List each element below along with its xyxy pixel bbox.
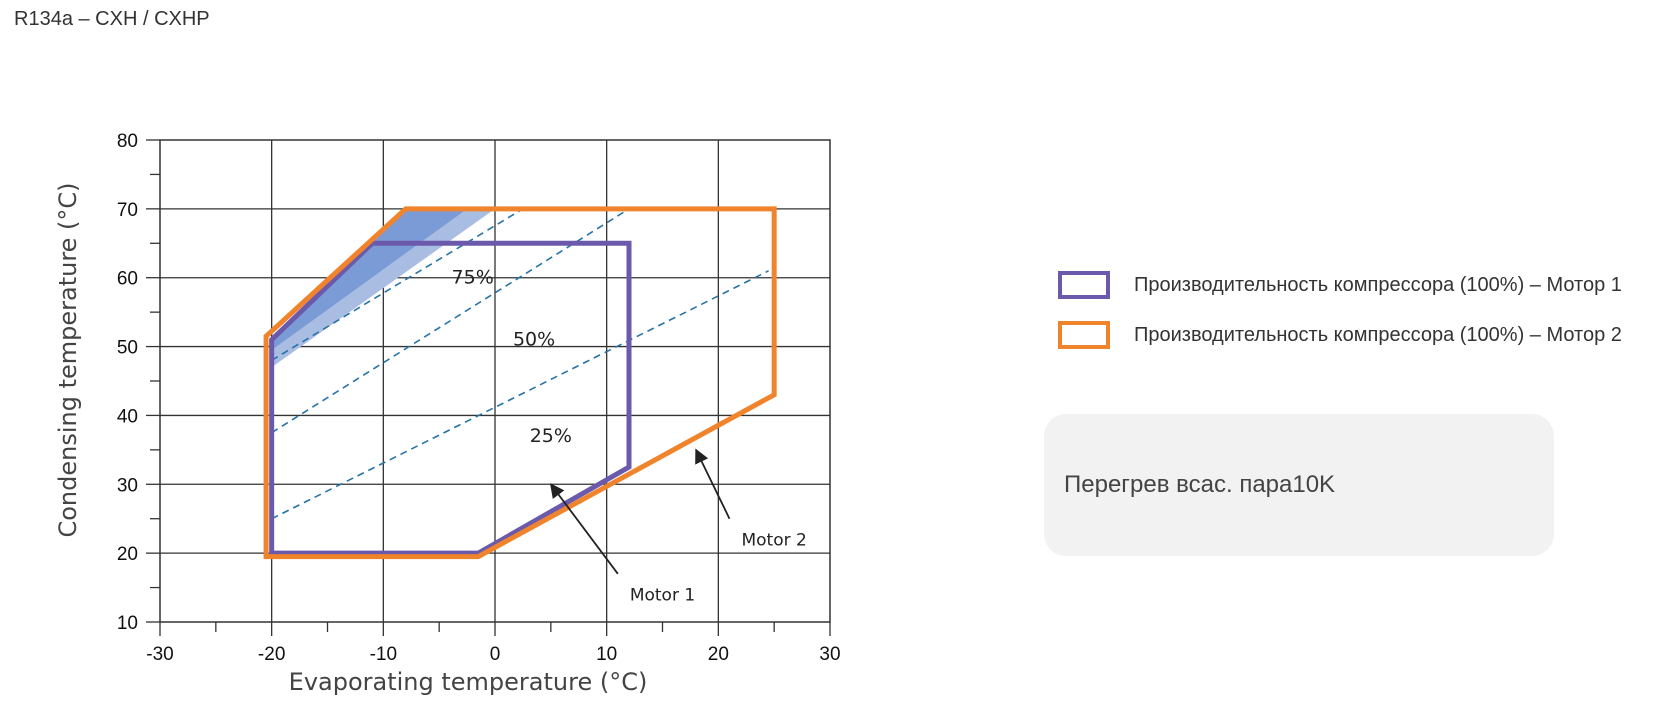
capacity-line-1 — [271, 208, 524, 362]
superheat-note: Перегрев всас. пара10K — [1044, 414, 1554, 556]
y-tick-label: 60 — [117, 269, 138, 290]
x-axis-title: Evaporating temperature (°C) — [289, 668, 648, 696]
x-tick-label: 30 — [819, 644, 840, 665]
capacity-line-2 — [271, 208, 630, 434]
grid — [146, 139, 831, 636]
envelope-series — [263, 206, 777, 560]
x-tick-label: 0 — [490, 644, 501, 665]
superheat-note-text: Перегрев всас. пара10K — [1064, 471, 1336, 498]
y-tick-label: 70 — [117, 200, 138, 221]
capacity-line-3 — [271, 270, 769, 520]
page-title: R134a – CXH / CXHP — [14, 8, 210, 30]
legend-label-motor-1: Производительность компрессора (100%) – … — [1134, 273, 1622, 296]
y-tick-label: 20 — [117, 544, 138, 565]
x-tick-label: -20 — [258, 644, 285, 665]
x-tick-label: -10 — [370, 644, 397, 665]
envelope-motor-2 — [263, 206, 777, 560]
capacity-label: 50% — [513, 329, 555, 351]
operating-envelope-chart: -30 -20 -10 0 10 20 30 10 20 30 40 50 60 70 80 75% 50% 2… — [54, 131, 841, 696]
annotation-arrow-1 — [549, 483, 619, 575]
y-tick-label: 40 — [117, 406, 138, 427]
y-tick-label: 50 — [117, 338, 138, 359]
legend-item-motor-2: Производительность компрессора (100%) – … — [1058, 318, 1622, 352]
y-tick-label: 30 — [117, 475, 138, 496]
capacity-label: 75% — [452, 267, 494, 289]
legend-item-motor-1: Производительность компрессора (100%) – … — [1058, 268, 1622, 302]
chart-labels: 75% 50% 25% Motor 1 Motor 2 — [452, 267, 807, 606]
legend-label-motor-2: Производительность компрессора (100%) – … — [1134, 323, 1622, 346]
annotation-label-1: Motor 1 — [630, 585, 695, 605]
envelope-motor-1 — [269, 240, 632, 556]
y-tick-label: 10 — [117, 613, 138, 634]
shaded-region-1 — [271, 208, 495, 368]
capacity-label: 25% — [530, 425, 572, 447]
y-tick-label: 80 — [117, 131, 138, 152]
annotation-label-2: Motor 2 — [741, 530, 806, 550]
x-tick-label: 20 — [708, 644, 729, 665]
x-tick-label: 10 — [596, 644, 617, 665]
shaded-regions — [271, 208, 495, 368]
legend-swatch-motor-1 — [1058, 271, 1110, 299]
shaded-region-2 — [271, 208, 468, 351]
capacity-lines — [271, 208, 769, 520]
legend-swatch-motor-2 — [1058, 321, 1110, 349]
y-axis-title: Condensing temperature (°C) — [54, 182, 82, 537]
tick-labels: -30 -20 -10 0 10 20 30 10 20 30 40 50 60 70 80 — [117, 131, 841, 665]
x-tick-label: -30 — [146, 644, 173, 665]
annotation-arrow-2 — [695, 448, 731, 520]
